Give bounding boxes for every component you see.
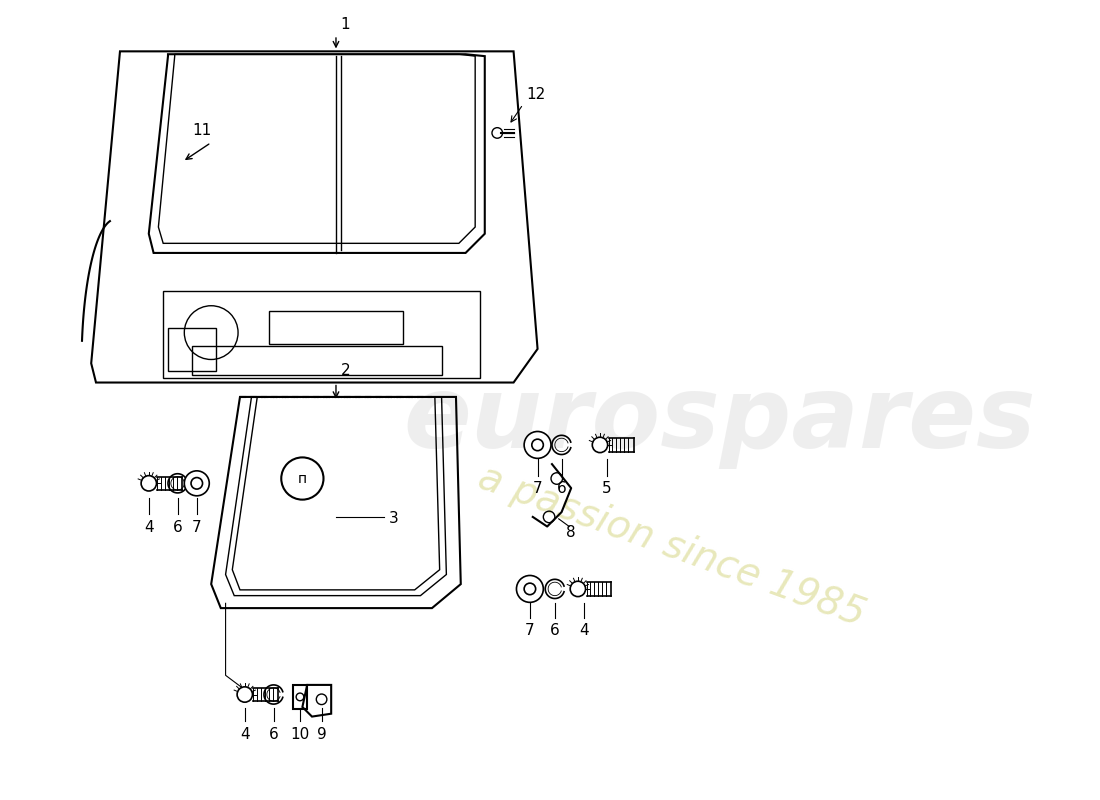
Circle shape [570, 582, 585, 597]
Circle shape [238, 687, 253, 702]
Text: 2: 2 [341, 362, 351, 378]
Circle shape [592, 438, 607, 453]
Text: 12: 12 [526, 87, 546, 102]
Circle shape [524, 431, 551, 458]
Text: 1: 1 [341, 17, 351, 32]
Text: 4: 4 [240, 727, 250, 742]
Circle shape [516, 575, 543, 602]
Text: 7: 7 [525, 623, 535, 638]
Text: a passion since 1985: a passion since 1985 [473, 458, 870, 634]
Text: 6: 6 [173, 520, 183, 534]
Text: 7: 7 [532, 482, 542, 497]
Circle shape [185, 471, 209, 496]
Bar [268, 310, 404, 344]
Text: 6: 6 [557, 482, 566, 497]
Bar [192, 346, 441, 375]
Bar [168, 328, 216, 371]
Text: п: п [298, 471, 307, 486]
Text: eurospares: eurospares [404, 373, 1036, 470]
Circle shape [282, 458, 323, 500]
Text: 6: 6 [268, 727, 278, 742]
Text: 8: 8 [566, 525, 576, 539]
Bar [163, 291, 480, 378]
Text: 4: 4 [579, 623, 588, 638]
Text: 9: 9 [317, 727, 327, 742]
Text: 4: 4 [144, 520, 154, 534]
Text: 6: 6 [550, 623, 560, 638]
Text: 7: 7 [192, 520, 201, 534]
Text: 5: 5 [602, 482, 612, 497]
Text: 10: 10 [290, 727, 309, 742]
Text: 11: 11 [192, 122, 211, 138]
Text: 3: 3 [388, 511, 398, 526]
Circle shape [141, 476, 156, 491]
